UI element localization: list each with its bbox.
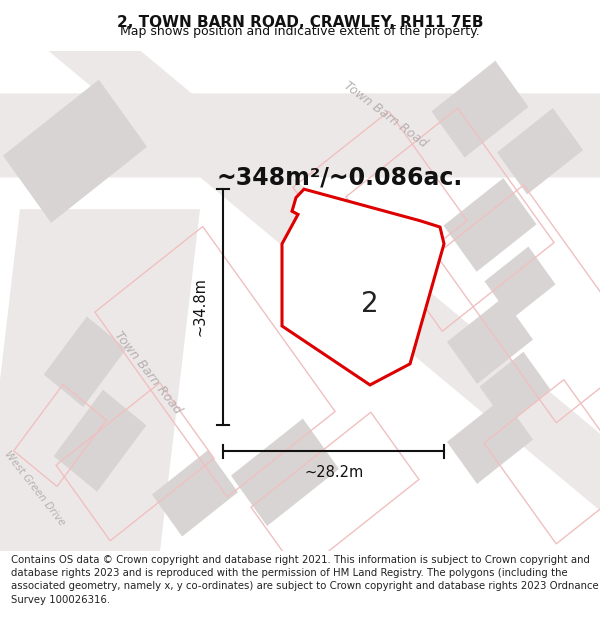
Text: Town Barn Road: Town Barn Road [112, 329, 184, 416]
Polygon shape [282, 189, 444, 385]
Polygon shape [479, 352, 551, 424]
Polygon shape [443, 178, 536, 272]
Text: West Green Drive: West Green Drive [3, 449, 67, 528]
Polygon shape [44, 316, 126, 407]
Text: Map shows position and indicative extent of the property.: Map shows position and indicative extent… [120, 26, 480, 39]
Text: ~34.8m: ~34.8m [193, 278, 208, 336]
Polygon shape [353, 250, 427, 326]
Polygon shape [484, 246, 556, 319]
Polygon shape [0, 93, 600, 178]
Text: Town Barn Road: Town Barn Road [341, 79, 429, 150]
Polygon shape [231, 419, 339, 526]
Polygon shape [152, 450, 238, 536]
Polygon shape [497, 108, 583, 194]
Polygon shape [0, 209, 200, 551]
Polygon shape [447, 398, 533, 484]
Polygon shape [0, 378, 80, 551]
Polygon shape [54, 390, 146, 492]
Polygon shape [431, 61, 529, 158]
Text: ~348m²/~0.086ac.: ~348m²/~0.086ac. [217, 166, 463, 189]
Polygon shape [447, 298, 533, 384]
Text: 2, TOWN BARN ROAD, CRAWLEY, RH11 7EB: 2, TOWN BARN ROAD, CRAWLEY, RH11 7EB [117, 16, 483, 31]
Text: 2: 2 [361, 290, 379, 318]
Polygon shape [3, 79, 147, 223]
Text: ~28.2m: ~28.2m [304, 465, 364, 480]
Text: Contains OS data © Crown copyright and database right 2021. This information is : Contains OS data © Crown copyright and d… [11, 555, 598, 604]
